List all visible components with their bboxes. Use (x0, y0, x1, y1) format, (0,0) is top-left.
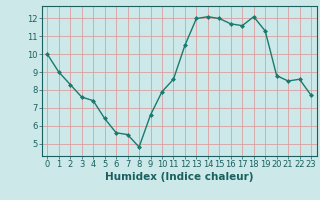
X-axis label: Humidex (Indice chaleur): Humidex (Indice chaleur) (105, 172, 253, 182)
